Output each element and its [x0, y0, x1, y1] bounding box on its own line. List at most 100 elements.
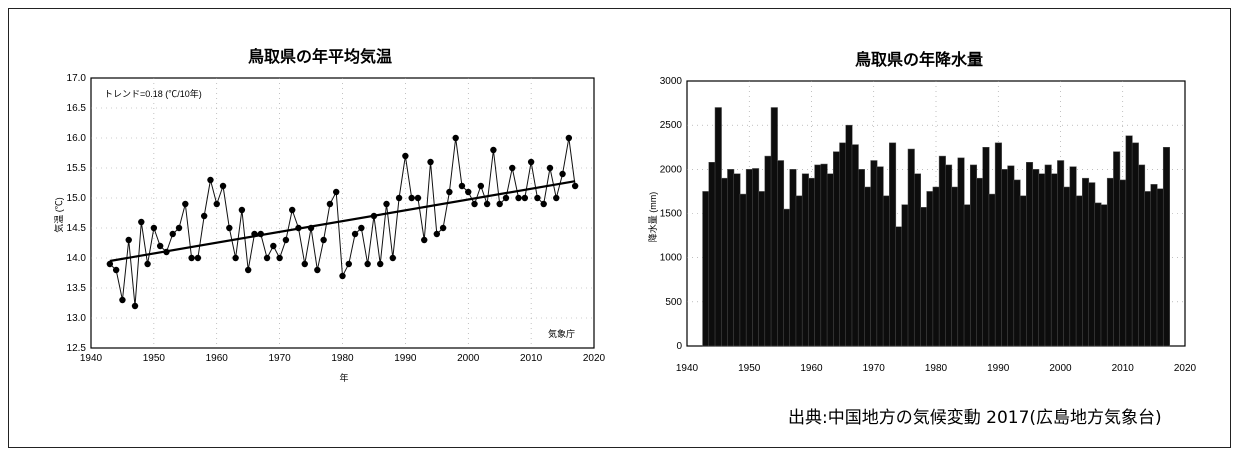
precipitation-bar	[1013, 179, 1021, 347]
precipitation-bar	[1094, 202, 1102, 347]
source-credit: 出典:中国地方の気候変動 2017(広島地方気象台)	[788, 408, 1162, 428]
data-point	[414, 194, 422, 202]
data-point	[276, 254, 283, 262]
precipitation-bar	[857, 169, 865, 347]
precipitation-bar	[951, 186, 959, 347]
right-chart-title: 鳥取県の年降水量	[855, 50, 984, 69]
data-point	[320, 236, 327, 244]
precipitation-bar	[702, 191, 710, 347]
precipitation-bar	[988, 193, 996, 347]
precipitation-bar	[1113, 151, 1121, 347]
precipitation-bar	[1150, 184, 1158, 347]
data-point	[540, 200, 547, 208]
y-tick-label: 0	[676, 341, 682, 352]
precipitation-bar	[1019, 195, 1027, 347]
precipitation-bar	[814, 164, 822, 347]
data-point	[106, 260, 114, 268]
precipitation-bar	[1050, 173, 1058, 347]
y-tick-label: 2000	[660, 164, 683, 175]
y-tick-label: 14.0	[67, 253, 87, 264]
data-point	[295, 224, 302, 232]
data-point	[226, 224, 233, 232]
data-point	[565, 134, 573, 142]
data-point	[534, 194, 541, 202]
data-point	[169, 230, 176, 238]
data-point	[257, 230, 264, 238]
x-tick-label: 1950	[738, 363, 761, 374]
y-tick-label: 16.0	[67, 133, 87, 144]
precipitation-bar	[1082, 177, 1090, 347]
precipitation-bar	[795, 195, 803, 347]
x-tick-label: 1990	[394, 353, 417, 364]
x-tick-label: 1970	[269, 353, 292, 364]
precipitation-bar	[1162, 147, 1170, 347]
data-point	[163, 248, 170, 256]
data-point	[546, 164, 554, 172]
precipitation-bar	[1057, 160, 1065, 347]
data-point	[175, 224, 183, 232]
data-point	[112, 266, 120, 274]
y-tick-label: 3000	[660, 76, 683, 87]
x-tick-label: 2010	[520, 353, 543, 364]
data-point	[326, 200, 334, 208]
data-point	[458, 182, 466, 190]
precipitation-bar	[1063, 186, 1071, 347]
precipitation-bar	[714, 107, 722, 347]
x-tick-label: 1960	[800, 363, 823, 374]
precipitation-bar	[907, 148, 915, 347]
data-point	[289, 206, 296, 214]
precipitation-bar	[758, 191, 766, 347]
x-tick-label: 2020	[1174, 363, 1197, 374]
data-point	[571, 182, 579, 190]
data-point	[188, 254, 195, 262]
y-tick-label: 500	[665, 297, 682, 308]
data-point	[251, 230, 258, 238]
data-point	[471, 200, 478, 208]
data-point	[421, 236, 428, 244]
data-point	[452, 134, 459, 142]
precipitation-bar	[826, 173, 834, 347]
data-point	[333, 188, 340, 196]
data-point	[244, 266, 252, 274]
y-tick-label: 15.5	[67, 163, 87, 174]
precipitation-bar	[969, 164, 978, 347]
precipitation-bar	[994, 142, 1002, 347]
data-point	[502, 194, 510, 202]
x-tick-label: 1950	[143, 353, 166, 364]
data-point	[182, 200, 189, 208]
precipitation-bar	[920, 207, 928, 347]
y-axis-label: 気温 (℃)	[53, 197, 64, 233]
data-point	[282, 236, 290, 244]
data-point	[427, 158, 434, 166]
x-tick-label: 1990	[987, 363, 1010, 374]
precipitation-bar	[864, 186, 872, 347]
precipitation-bar	[752, 168, 760, 347]
x-tick-label: 1980	[331, 353, 354, 364]
data-point	[521, 194, 529, 202]
precipitation-bar	[1075, 195, 1083, 347]
data-point	[301, 260, 308, 268]
data-point	[207, 176, 214, 184]
data-point	[194, 254, 202, 262]
precipitation-bar	[1138, 164, 1146, 347]
y-tick-label: 16.5	[67, 103, 87, 114]
precipitation-bar	[1144, 191, 1152, 347]
precipitation-bar	[1131, 142, 1139, 347]
trend-annotation: トレンド=0.18 (℃/10年)	[104, 88, 202, 99]
y-tick-label: 15.0	[67, 193, 87, 204]
figure-frame	[8, 8, 1231, 448]
x-axis-label: 年	[339, 372, 348, 383]
data-point	[553, 194, 560, 202]
precipitation-bar	[808, 177, 816, 347]
x-tick-label: 2020	[583, 353, 606, 364]
precipitation-bar	[1119, 179, 1127, 347]
data-point	[408, 194, 415, 202]
y-axis-label: 降水量 (mm)	[647, 192, 658, 243]
data-point	[527, 158, 535, 166]
precipitation-bar	[789, 169, 797, 347]
precipitation-bar	[1026, 162, 1034, 347]
data-point	[156, 242, 164, 250]
y-tick-label: 13.0	[67, 313, 87, 324]
